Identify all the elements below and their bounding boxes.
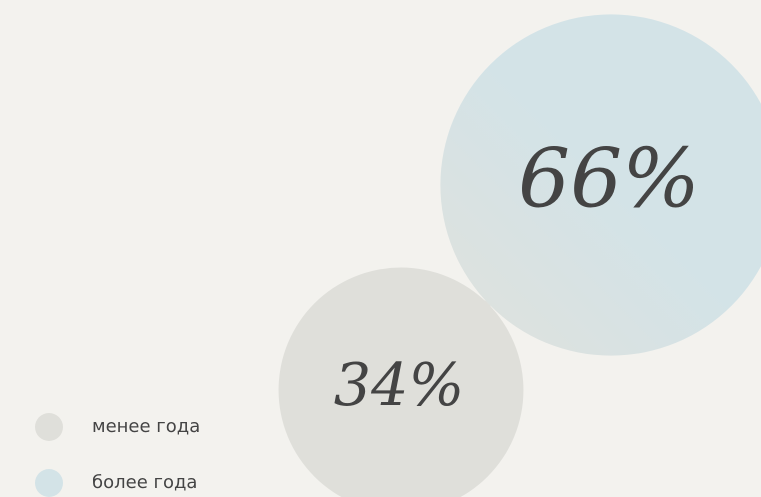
- legend-swatch: [35, 413, 63, 441]
- legend-label: более года: [92, 472, 197, 493]
- value-label: 66%: [518, 132, 700, 227]
- legend-swatch: [35, 469, 63, 497]
- bubble: [440, 14, 761, 356]
- legend-label: менее года: [92, 416, 200, 437]
- bubble: [278, 267, 524, 497]
- value-label: 34%: [334, 350, 465, 419]
